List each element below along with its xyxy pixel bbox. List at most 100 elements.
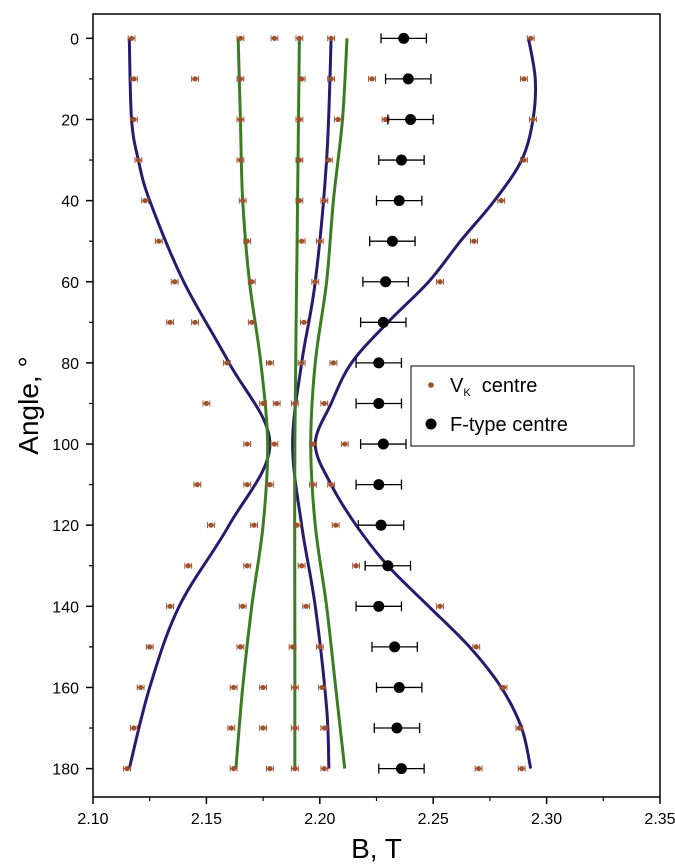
vk-point (335, 116, 341, 123)
f-type-point (389, 641, 401, 653)
vk-point (299, 76, 305, 82)
vk-point (240, 603, 246, 609)
legend: VK centre F-type centre (410, 365, 635, 447)
vk-point (271, 35, 278, 41)
f-type-point (395, 763, 407, 775)
vk-point (296, 116, 302, 123)
vk-point (528, 35, 534, 41)
f-type-point (391, 722, 403, 734)
x-tick-label: 2.20 (304, 811, 335, 828)
y-tick-label: 140 (52, 599, 79, 616)
vk-point (131, 116, 137, 123)
vk-point (301, 319, 307, 325)
y-tick-label: 20 (61, 112, 79, 129)
vk-point (251, 522, 257, 528)
vk-point (328, 76, 334, 82)
vk-point (500, 684, 507, 691)
vk-point (237, 644, 244, 650)
legend-marker-vk (428, 382, 434, 388)
vk-point (156, 238, 162, 244)
vk-point (299, 238, 305, 244)
vk-point (135, 157, 141, 163)
vk-point (471, 238, 477, 244)
vk-point (317, 644, 323, 650)
y-tick-label: 120 (52, 518, 79, 535)
f-type-point (386, 235, 398, 247)
vk-point (167, 603, 173, 609)
vk-point (319, 684, 325, 691)
vk-point (228, 725, 234, 731)
fit-curve (291, 38, 333, 769)
vk-point (128, 35, 135, 41)
vk-point (289, 644, 296, 650)
x-tick-label: 2.15 (191, 811, 222, 828)
vk-point (521, 76, 527, 82)
y-axis-ticks: 0 20 40 60 80 100 120 140 160 180 (52, 31, 93, 779)
vk-point (185, 563, 191, 569)
y-axis-title: Angle, ° (13, 356, 44, 454)
vk-point (296, 198, 302, 204)
vk-point (271, 441, 278, 447)
y-tick-label: 0 (70, 31, 79, 48)
vk-point (172, 279, 178, 285)
vk-point (382, 116, 389, 123)
vk-point (312, 279, 318, 285)
vk-point (237, 76, 244, 82)
f-type-point (405, 113, 417, 125)
f-type-point (375, 519, 387, 531)
vk-point (240, 198, 246, 204)
vk-point (203, 400, 209, 407)
vk-point (353, 563, 359, 569)
y-tick-label: 160 (52, 680, 79, 697)
x-tick-label: 2.25 (418, 811, 449, 828)
vk-point (294, 522, 300, 528)
f-type-point (393, 681, 405, 693)
vk-point (260, 725, 266, 731)
vk-point (231, 684, 237, 691)
y-tick-label: 80 (61, 356, 79, 373)
vk-point (299, 563, 305, 569)
vk-point (292, 725, 298, 731)
vk-point (192, 76, 198, 82)
legend-label-vk-sub: K (463, 387, 471, 399)
vk-point (369, 76, 375, 82)
vk-point (237, 157, 244, 163)
vk-point (473, 644, 479, 650)
vk-point (317, 238, 323, 244)
vk-point (292, 766, 298, 772)
f-type-point (377, 316, 389, 328)
vk-point (267, 360, 273, 366)
fit-curve (127, 38, 272, 769)
vk-point (237, 116, 244, 123)
vk-point (131, 725, 137, 731)
vk-point (328, 35, 334, 41)
legend-label-vk-main: V (450, 375, 464, 397)
vk-point (244, 482, 250, 488)
vk-point (147, 644, 153, 650)
f-type-point (382, 560, 394, 572)
vk-point (330, 360, 337, 366)
vk-point (292, 684, 298, 691)
vk-point (249, 319, 255, 325)
legend-label-vk: VK centre (450, 375, 537, 399)
vk-point (475, 766, 482, 772)
vk-point (244, 441, 250, 447)
vk-point (296, 157, 302, 163)
fit-curve (293, 38, 301, 769)
x-axis-ticks: 2.10 2.15 2.20 2.25 2.30 2.35 (77, 797, 675, 828)
vk-point (267, 766, 273, 772)
vk-point (260, 400, 266, 407)
vk-point (437, 603, 443, 609)
vk-point (321, 766, 327, 772)
vk-point (142, 198, 148, 204)
y-tick-label: 40 (61, 194, 79, 211)
vk-point (321, 725, 327, 731)
vk-point (310, 482, 316, 488)
vk-point (244, 238, 250, 244)
vk-point (249, 279, 255, 285)
legend-label-vk-rest: centre (471, 375, 538, 397)
vk-point (124, 766, 130, 772)
vk-point (530, 116, 536, 123)
data-points (123, 32, 537, 775)
